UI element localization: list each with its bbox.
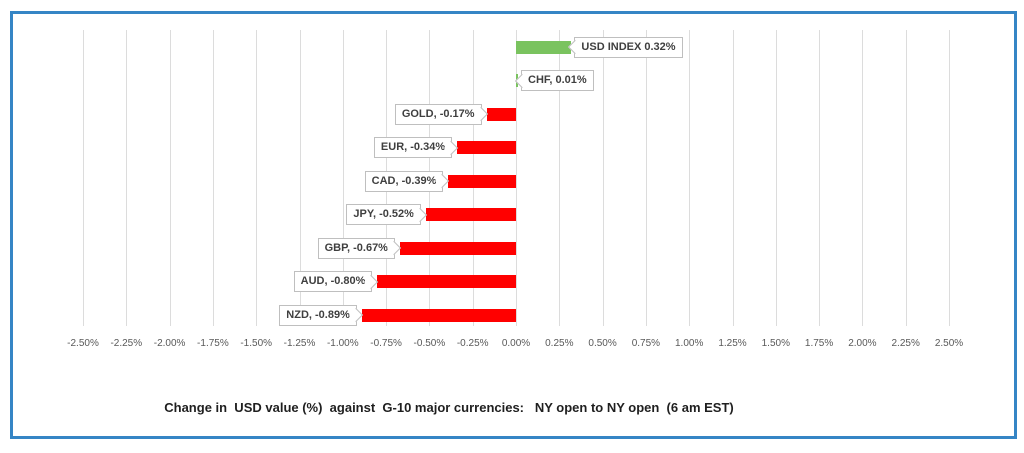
gridline [862,30,864,326]
x-tick-label: -1.00% [326,338,359,349]
gridline [602,30,604,326]
gridline [949,30,950,326]
gridline [775,30,777,326]
x-tick-label: -0.75% [370,338,402,349]
bar-gold [486,107,516,121]
callout-cad: CAD, -0.39% [364,170,450,192]
x-tick-label: -2.50% [67,338,99,349]
x-tick-label: -2.00% [153,338,186,349]
gridline [256,30,258,326]
x-tick-label: -1.75% [197,338,229,349]
gridline [819,30,821,326]
callout-jpy: JPY, -0.52% [346,204,428,226]
gridline [126,30,128,326]
x-tick-label: -1.25% [283,338,316,349]
x-tick-label: 2.00% [848,338,877,349]
gridline [689,30,691,326]
gridline [83,30,84,326]
gridline [732,30,734,326]
x-tick-label: 1.50% [761,338,790,349]
bar-cad [448,174,516,188]
callout-chf: CHF, 0.01% [514,70,594,92]
gridline [559,30,561,326]
bar-eur [457,141,516,155]
x-tick-label: -1.50% [240,338,273,349]
gridline [212,30,214,326]
gridline [905,30,907,326]
bar-nzd [361,308,516,322]
x-tick-label: 0.00% [501,338,531,349]
x-tick-label: 2.50% [934,338,964,349]
gridline [169,30,171,326]
callout-eur: EUR, -0.34% [373,137,459,159]
callout-usd-index: USD INDEX 0.32% [568,36,683,58]
chart-title: Change in USD value (%) against G-10 maj… [164,400,734,415]
x-tick-label: 1.75% [804,338,834,349]
bar-usd-index [516,40,572,54]
x-tick-label: 0.25% [545,338,574,349]
gridline [299,30,301,326]
x-tick-label: 0.75% [631,338,661,349]
x-tick-label: -0.50% [413,338,446,349]
callout-aud: AUD, -0.80% [293,271,379,293]
x-tick-label: -2.25% [110,338,143,349]
chart-frame [10,11,1017,439]
bar-jpy [425,208,516,222]
x-tick-label: 0.50% [588,338,617,349]
gridline [516,30,517,326]
x-tick-label: -0.25% [456,338,489,349]
callout-gbp: GBP, -0.67% [317,237,402,259]
x-tick-label: 2.25% [891,338,920,349]
bar-gbp [399,241,516,255]
callout-nzd: NZD, -0.89% [279,304,363,326]
x-tick-label: 1.25% [718,338,747,349]
callout-gold: GOLD, -0.17% [394,103,488,125]
bar-aud [377,275,516,289]
gridline [645,30,647,326]
x-tick-label: 1.00% [675,338,704,349]
gridline [342,30,344,326]
